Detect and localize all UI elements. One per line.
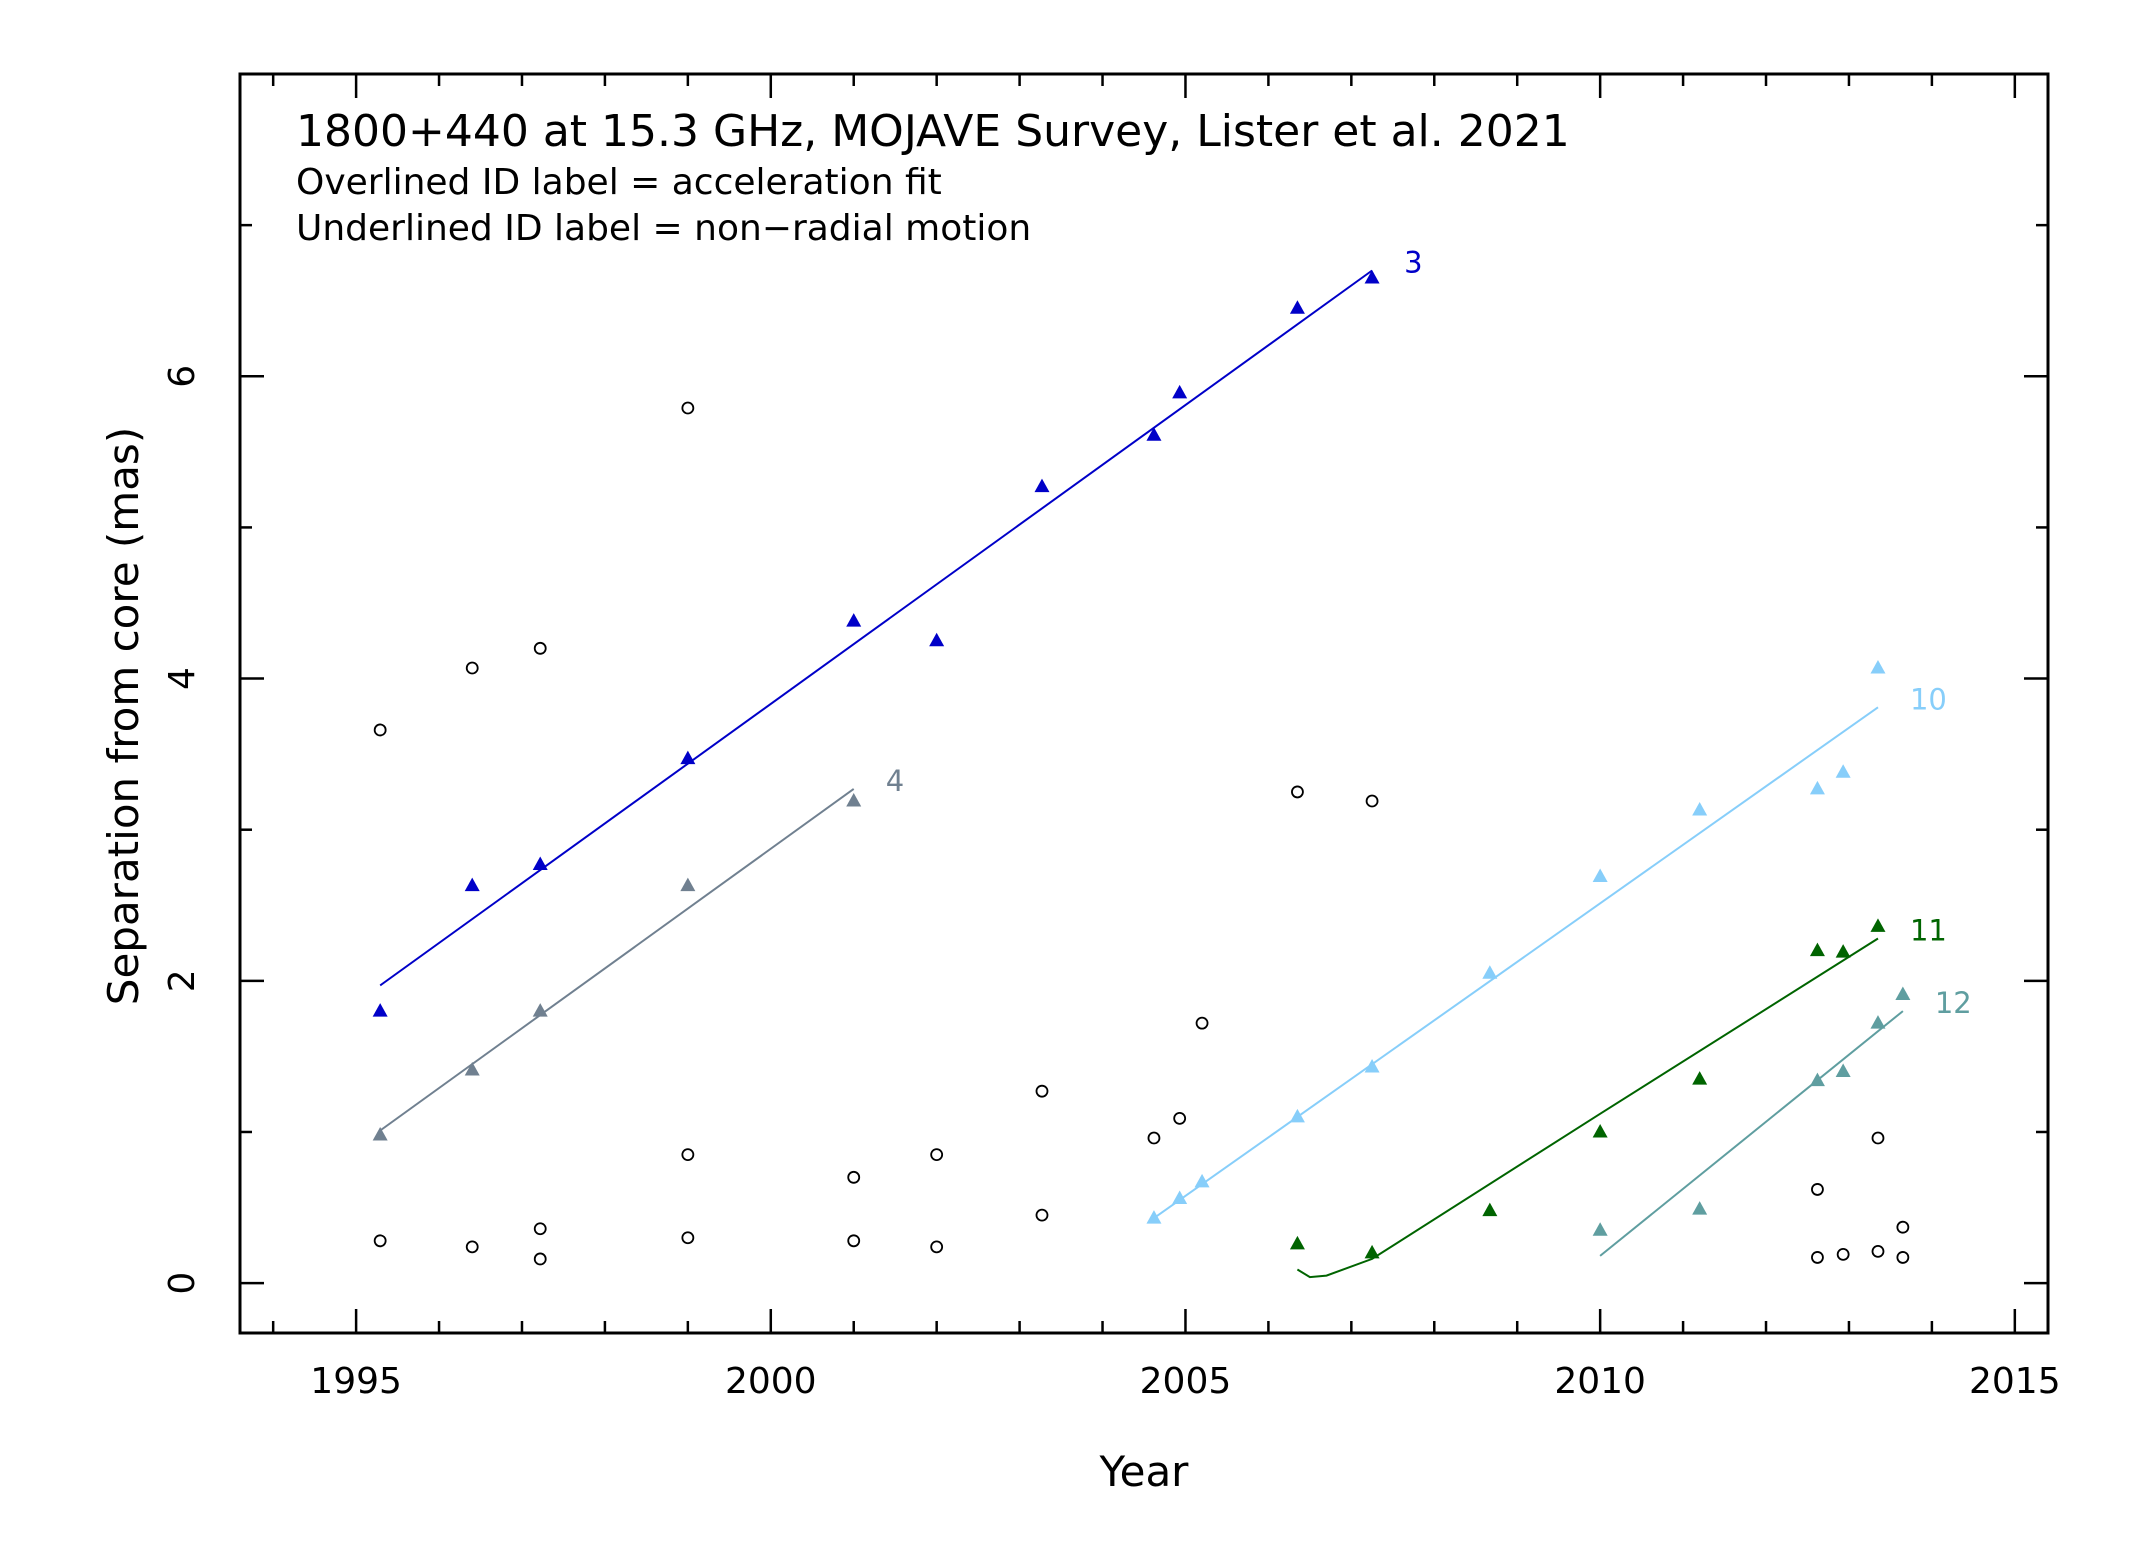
- axis-ticks: 1995 2000 2005 2010 2015 0 2 4 6: [162, 72, 2061, 1402]
- component-3-marker: [532, 856, 548, 870]
- component-10-marker: [1364, 1058, 1380, 1073]
- unidentified-component-marker: [1365, 794, 1379, 808]
- unidentified-component-marker: [847, 1170, 861, 1184]
- fit-line-4: [379, 788, 855, 1132]
- component-4-marker: [680, 877, 696, 892]
- series-label-4: 4: [886, 764, 904, 798]
- unidentified-component-marker: [1035, 1208, 1049, 1222]
- component-3-marker: [1034, 478, 1050, 493]
- unidentified-component-marker: [1291, 785, 1304, 799]
- unidentified-component-marker: [930, 1148, 944, 1162]
- component-4-marker: [464, 1062, 480, 1076]
- unidentified-component-marker: [847, 1234, 861, 1248]
- component-11-marker: [1809, 942, 1825, 957]
- component-12-marker: [1692, 1201, 1708, 1215]
- component-3-marker: [1146, 427, 1162, 441]
- series-label-3: 3: [1404, 245, 1422, 279]
- note-acceleration: Overlined ID label = acceleration fit: [296, 162, 942, 203]
- x-tick-label: 1995: [310, 1361, 402, 1402]
- x-tick-label: 2010: [1554, 1361, 1646, 1402]
- component-11-marker: [1835, 944, 1851, 958]
- fit-lines: [379, 269, 1904, 1279]
- series-id-labels: 3 4 10 11 12: [886, 245, 1972, 1020]
- component-3-marker: [929, 632, 945, 647]
- note-nonradial: Underlined ID label = non−radial motion: [296, 208, 1031, 249]
- fit-line-11: [1296, 937, 1879, 1279]
- component-11-marker: [1289, 1235, 1305, 1250]
- component-11-marker: [1364, 1244, 1380, 1259]
- y-tick-label: 6: [162, 365, 203, 388]
- component-3-marker: [680, 750, 696, 765]
- component-12-marker: [1835, 1063, 1851, 1078]
- unidentified-component-marker: [681, 1231, 695, 1245]
- unidentified-component-marker: [930, 1240, 944, 1254]
- component-10-marker: [1146, 1210, 1162, 1224]
- component-10-marker: [1692, 802, 1708, 816]
- y-tick-label: 4: [162, 667, 203, 690]
- unidentified-component-marker: [1811, 1251, 1824, 1264]
- component-10-marker: [1809, 780, 1825, 795]
- x-axis-title: Year: [1099, 1447, 1190, 1496]
- unidentified-component-marker: [533, 641, 547, 655]
- fit-line-3: [379, 269, 1373, 987]
- series-label-11: 11: [1910, 914, 1947, 948]
- component-10-marker: [1482, 965, 1498, 979]
- component-10-marker: [1835, 764, 1851, 778]
- unidentified-component-marker: [1896, 1251, 1910, 1264]
- unidentified-component-marker: [465, 1240, 479, 1254]
- y-axis-title: Separation from core (mas): [99, 427, 148, 1005]
- component-12-marker: [1592, 1222, 1608, 1236]
- component-11-marker: [1482, 1202, 1498, 1217]
- component-10-marker: [1592, 868, 1608, 883]
- unidentified-component-marker: [1811, 1183, 1824, 1196]
- component-10-marker: [1289, 1108, 1305, 1123]
- fit-line-12: [1599, 1010, 1904, 1257]
- component-3-marker: [464, 877, 480, 892]
- unidentified-component-marker: [681, 401, 695, 415]
- unidentified-component-marker: [1173, 1111, 1187, 1125]
- x-tick-label: 2015: [1969, 1361, 2061, 1402]
- component-4-marker: [532, 1003, 548, 1017]
- unidentified-component-marker: [1896, 1220, 1910, 1234]
- component-12-marker: [1895, 986, 1911, 1000]
- component-4-marker: [372, 1127, 388, 1141]
- component-4-marker: [846, 792, 862, 807]
- unidentified-component-marker: [1871, 1244, 1885, 1258]
- unidentified-component-marker: [533, 1252, 547, 1266]
- component-10-marker: [1194, 1173, 1210, 1188]
- component-11-marker: [1592, 1123, 1608, 1138]
- series-label-10: 10: [1910, 682, 1947, 716]
- y-tick-label: 2: [162, 969, 203, 992]
- plot-frame: [238, 72, 2050, 1335]
- component-3-marker: [1172, 384, 1188, 399]
- unidentified-component-marker: [465, 661, 479, 675]
- x-tick-label: 2000: [725, 1361, 817, 1402]
- x-tick-label: 2005: [1140, 1361, 1232, 1402]
- component-3-marker: [1364, 270, 1380, 284]
- chart-title: 1800+440 at 15.3 GHz, MOJAVE Survey, Lis…: [296, 106, 1570, 157]
- component-11-marker: [1870, 918, 1886, 932]
- component-3-marker: [846, 613, 862, 627]
- series-label-12: 12: [1935, 986, 1972, 1020]
- unidentified-component-marker: [533, 1222, 547, 1236]
- component-10-marker: [1870, 659, 1886, 674]
- y-tick-label: 0: [162, 1272, 203, 1295]
- unidentified-component-marker: [373, 723, 387, 737]
- component-3-marker: [372, 1003, 388, 1017]
- component-3-marker: [1289, 300, 1305, 314]
- component-11-marker: [1692, 1071, 1708, 1085]
- component-12-marker: [1870, 1015, 1886, 1029]
- unidentified-component-marker: [1147, 1131, 1161, 1145]
- unidentified-component-marker: [1836, 1248, 1850, 1261]
- fit-line-10: [1153, 706, 1879, 1219]
- unidentified-component-marker: [1195, 1016, 1209, 1030]
- data-markers: [372, 270, 1911, 1266]
- unidentified-component-marker: [681, 1148, 695, 1162]
- component-12-marker: [1809, 1072, 1825, 1087]
- component-10-marker: [1172, 1190, 1188, 1204]
- unidentified-component-marker: [373, 1234, 387, 1248]
- unidentified-component-marker: [1035, 1084, 1049, 1098]
- unidentified-component-marker: [1871, 1131, 1885, 1145]
